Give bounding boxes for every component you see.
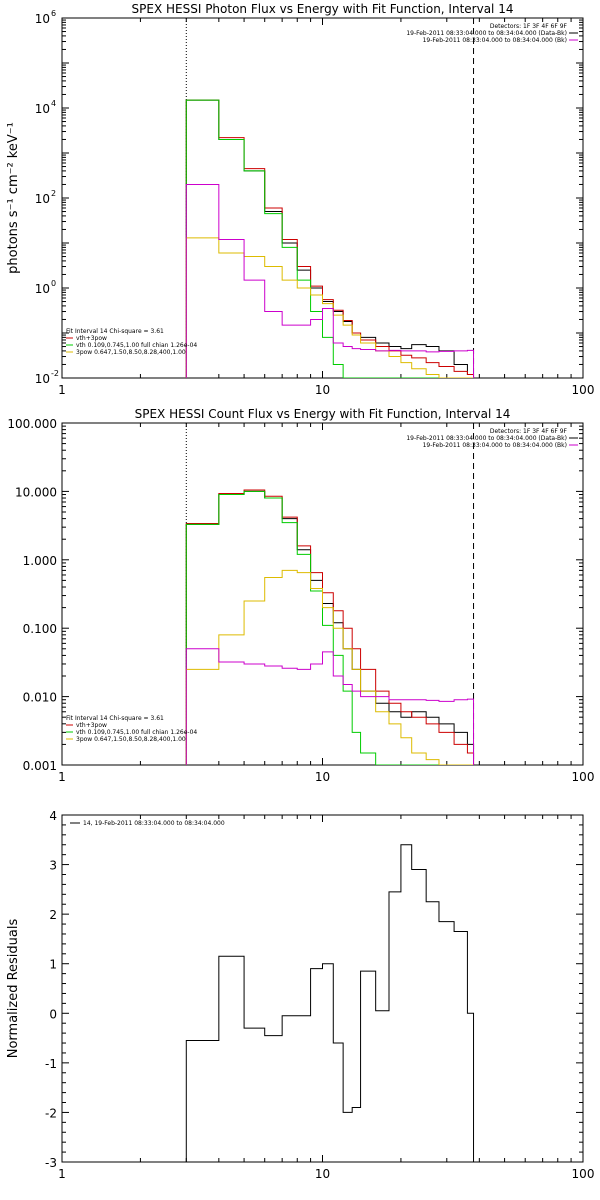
plot-frame bbox=[61, 814, 584, 1163]
y-tick-exponent: 4 bbox=[51, 99, 56, 108]
y-axis-label: photons s⁻¹ cm⁻² keV⁻¹ bbox=[6, 122, 21, 274]
y-tick-label: 4 bbox=[49, 809, 57, 823]
y-tick-exponent: -2 bbox=[51, 369, 59, 378]
legend-bottom: Fit Interval 14 Chi-square = 3.61vth+3po… bbox=[66, 328, 197, 356]
series-1-5 bbox=[185, 183, 475, 378]
y-tick-label: 0.001 bbox=[23, 759, 57, 773]
legend-top: 14, 19-Feb-2011 08:33:04.000 to 08:34:04… bbox=[70, 820, 225, 827]
chart-title: SPEX HESSI Count Flux vs Energy with Fit… bbox=[135, 407, 511, 421]
y-tick-exponent: 0 bbox=[51, 279, 56, 288]
legend-entry: vth 0.109,0.745,1.00 full chian 1.26e-04 bbox=[76, 342, 197, 349]
chart-panel-1: SPEX HESSI Photon Flux vs Energy with Fi… bbox=[6, 2, 594, 397]
y-tick-label: 1.000 bbox=[23, 554, 57, 568]
x-tick-label: 10 bbox=[315, 770, 330, 784]
x-tick-label: 1 bbox=[58, 1167, 66, 1181]
series-1-4 bbox=[185, 237, 475, 378]
y-tick-label: 2 bbox=[49, 908, 57, 922]
y-tick-label: 100.000 bbox=[7, 417, 57, 431]
legend-entry: 19-Feb-2011 08:33:04.000 to 08:34:04.000… bbox=[423, 37, 567, 44]
legend-entry: Detectors: 1F 3F 4F 6F 9F bbox=[490, 428, 568, 435]
chart-panel-2: SPEX HESSI Count Flux vs Energy with Fit… bbox=[7, 407, 594, 784]
legend-entry: 19-Feb-2011 08:33:04.000 to 08:34:04.000… bbox=[423, 442, 567, 449]
y-tick-label: -3 bbox=[45, 1156, 57, 1170]
series-2-5 bbox=[185, 648, 475, 765]
legend-entry: 14, 19-Feb-2011 08:33:04.000 to 08:34:04… bbox=[83, 820, 225, 827]
legend-entry: vth+3pow bbox=[76, 722, 107, 729]
y-tick-exponent: 6 bbox=[51, 9, 56, 18]
legend-entry: vth 0.109,0.745,1.00 full chian 1.26e-04 bbox=[76, 729, 197, 736]
y-tick-label: -1 bbox=[45, 1057, 57, 1071]
y-tick-label: 10 bbox=[35, 372, 50, 386]
data-series-group bbox=[185, 844, 475, 1162]
series-1-2 bbox=[185, 99, 475, 378]
x-tick-label: 1 bbox=[58, 383, 66, 397]
legend-entry: 3pow 0.647,1.50,8.50,8.28,400,1.00 bbox=[76, 349, 186, 356]
series-2-2 bbox=[185, 489, 475, 765]
data-series-group bbox=[185, 489, 475, 765]
y-tick-label: 10.000 bbox=[15, 485, 57, 499]
legend-entry: Fit Interval 14 Chi-square = 3.61 bbox=[66, 328, 164, 335]
series-1-1 bbox=[185, 99, 475, 378]
legend-bottom: Fit Interval 14 Chi-square = 3.61vth+3po… bbox=[66, 715, 197, 743]
legend-entry: 3pow 0.647,1.50,8.50,8.28,400,1.00 bbox=[76, 736, 186, 743]
y-tick-label: -2 bbox=[45, 1106, 57, 1120]
x-tick-label: 10 bbox=[315, 1167, 330, 1181]
y-tick-label: 10 bbox=[35, 102, 50, 116]
data-series-group bbox=[185, 99, 475, 378]
series-2-4 bbox=[185, 569, 475, 765]
legend-entry: 19-Feb-2011 08:33:04.000 to 08:34:04.000… bbox=[406, 435, 567, 442]
y-tick-label: 10 bbox=[35, 282, 50, 296]
legend-entry: vth+3pow bbox=[76, 335, 107, 342]
x-tick-label: 10 bbox=[315, 383, 330, 397]
y-tick-exponent: 2 bbox=[51, 189, 56, 198]
y-tick-label: 10 bbox=[35, 12, 50, 26]
y-tick-label: 10 bbox=[35, 192, 50, 206]
x-tick-label: 100 bbox=[572, 1167, 595, 1181]
legend-entry: 19-Feb-2011 08:33:04.000 to 08:34:04.000… bbox=[406, 30, 567, 37]
y-axis-label: Normalized Residuals bbox=[6, 919, 21, 1059]
legend-entry: Fit Interval 14 Chi-square = 3.61 bbox=[66, 715, 164, 722]
legend-entry: Detectors: 1F 3F 4F 6F 9F bbox=[490, 23, 568, 30]
series-3-1 bbox=[185, 844, 475, 1162]
y-tick-label: 0.100 bbox=[23, 622, 57, 636]
series-1-3 bbox=[185, 99, 475, 378]
y-tick-label: 3 bbox=[49, 859, 57, 873]
x-tick-label: 100 bbox=[572, 770, 595, 784]
series-2-3 bbox=[185, 490, 475, 765]
x-tick-label: 100 bbox=[572, 383, 595, 397]
y-tick-label: 1 bbox=[49, 958, 57, 972]
series-2-1 bbox=[185, 490, 475, 765]
x-tick-label: 1 bbox=[58, 770, 66, 784]
chart-title: SPEX HESSI Photon Flux vs Energy with Fi… bbox=[132, 2, 514, 16]
y-tick-label: 0.010 bbox=[23, 691, 57, 705]
y-tick-label: 0 bbox=[49, 1007, 57, 1021]
chart-panel-3: 1 10 100 -3 -2 -1 0 1 2 3 4 Normalized Residuals 14,… bbox=[6, 809, 594, 1181]
